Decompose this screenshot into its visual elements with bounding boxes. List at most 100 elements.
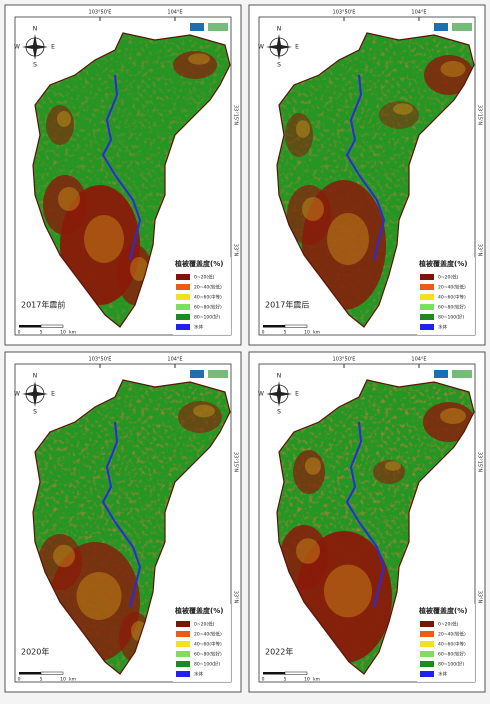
panel-year: 2017年震后 [265, 300, 309, 310]
latitude-label: 33°N [477, 244, 483, 257]
scale-tick: 5 [40, 330, 43, 336]
logo [208, 370, 228, 378]
map-outline [32, 32, 231, 328]
legend: 植被覆盖度(%) 0~20(低) 20~40(较低) 40~60(中等) 60~80(较… [417, 257, 475, 335]
logo [190, 370, 204, 378]
legend-swatch [420, 631, 434, 637]
low-cover-zone [373, 460, 405, 484]
map-border [258, 363, 476, 683]
compass-north: N [277, 26, 282, 33]
legend-label: 40~60(中等) [194, 294, 222, 301]
legend-swatch [420, 651, 434, 657]
legend-swatch [420, 621, 434, 627]
compass-east: E [295, 391, 299, 398]
scale-tick: 5 [284, 677, 287, 683]
legend-label: 40~60(中等) [438, 294, 466, 301]
scale-segment [284, 324, 308, 328]
scale-unit: km [69, 677, 76, 683]
map-outline [276, 379, 475, 675]
longitude-label: 103°50'E [333, 357, 356, 363]
map-panel: 103°50'E 104°E 33°15'N 33°N N S W E 植被覆盖度(%) 0~20… [248, 4, 486, 346]
scale-bar: 0 5 10 km [18, 671, 76, 683]
compass-east: E [295, 44, 299, 51]
mid-cover-fringe [327, 213, 369, 265]
legend-swatch [176, 294, 190, 300]
compass-east: E [51, 44, 55, 51]
scale-tick: 0 [18, 677, 21, 683]
low-cover-zone [424, 55, 474, 95]
legend-label: 80~100(好) [194, 314, 220, 321]
legend-label: 0~20(低) [438, 621, 459, 628]
mid-cover-fringe [324, 564, 372, 618]
latitude-label: 33°15'N [233, 105, 239, 126]
compass-east: E [51, 391, 55, 398]
longitude-label: 103°50'E [89, 357, 112, 363]
legend-swatch [420, 661, 434, 667]
map-border [258, 16, 476, 336]
compass-north: N [277, 373, 282, 380]
low-cover-zone [280, 525, 328, 589]
river [101, 421, 142, 608]
legend-label: 0~20(低) [194, 274, 215, 281]
scale-tick: 10 [304, 677, 310, 683]
compass-west: W [258, 391, 264, 398]
legend: 植被覆盖度(%) 0~20(低) 20~40(较低) 40~60(中等) 60~80(较… [417, 604, 475, 682]
legend-swatch [420, 641, 434, 647]
scale-segment [19, 672, 41, 675]
mid-cover-fringe [58, 187, 80, 211]
compass-west: W [14, 44, 20, 51]
mid-cover-fringe [193, 404, 215, 418]
legend-label: 80~100(好) [438, 661, 464, 668]
legend-label: 20~40(较低) [194, 284, 222, 291]
scale-tick: 10 [60, 330, 66, 336]
legend-label: 20~40(较低) [194, 631, 222, 638]
map-outline [32, 379, 231, 675]
mid-cover-fringe [53, 544, 75, 568]
map-outline [276, 32, 475, 328]
scale-bar: 0 5 10 km [262, 324, 320, 336]
scale-tick: 10 [304, 330, 310, 336]
scale-bar: 0 5 10 km [18, 324, 76, 336]
river [345, 421, 386, 608]
scale-segment [40, 671, 64, 675]
legend-label: 水体 [438, 671, 447, 678]
logo [452, 23, 472, 31]
legend-swatch [420, 284, 434, 290]
low-cover-zone [287, 185, 331, 245]
legend-swatch [420, 304, 434, 310]
legend-label: 水体 [438, 324, 447, 331]
logo [434, 370, 448, 378]
longitude-label: 103°50'E [333, 10, 356, 16]
legend-swatch [176, 274, 190, 280]
low-cover-zone [46, 105, 74, 145]
legend-title: 植被覆盖度(%) [174, 606, 223, 615]
mid-cover-fringe [84, 215, 124, 263]
legend-label: 0~20(低) [438, 274, 459, 281]
mid-cover-fringe [385, 461, 401, 471]
low-cover-zone [285, 113, 313, 157]
low-cover-zone [38, 534, 82, 590]
mid-cover-fringe [76, 572, 122, 620]
legend-label: 40~60(中等) [194, 641, 222, 648]
logo [434, 23, 448, 31]
legend-swatch [420, 324, 434, 330]
low-cover-zone [173, 51, 217, 79]
legend-label: 40~60(中等) [438, 641, 466, 648]
scale-segment [263, 325, 285, 328]
legend-label: 60~80(较好) [438, 304, 466, 311]
legend-swatch [176, 631, 190, 637]
scale-segment [263, 672, 285, 675]
map-panel: 103°50'E 104°E 33°15'N 33°N N S W E 植被覆盖度(%) 0~20… [4, 351, 242, 693]
compass-star [266, 34, 292, 60]
longitude-label: 104°E [167, 10, 182, 16]
legend-swatch [420, 274, 434, 280]
legend-swatch [176, 284, 190, 290]
compass: N S W E [14, 26, 55, 69]
river [101, 74, 142, 261]
legend-label: 20~40(较低) [438, 631, 466, 638]
low-cover-zone [43, 175, 87, 235]
low-cover-zone [178, 401, 222, 433]
legend-swatch [176, 661, 190, 667]
mid-cover-fringe [296, 120, 310, 138]
